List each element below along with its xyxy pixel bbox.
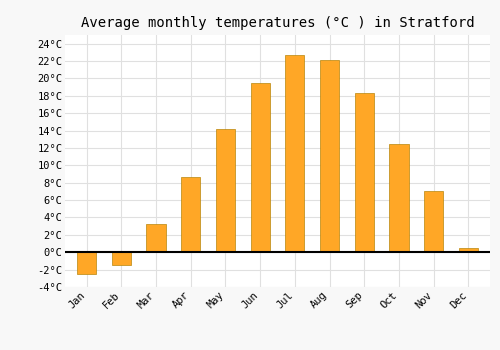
Bar (459, 248, 478, 252)
Bar (390, 144, 408, 252)
Bar (112, 252, 131, 265)
Bar (354, 93, 374, 252)
Bar (250, 83, 270, 252)
Bar (77, 252, 96, 274)
Bar (216, 129, 235, 252)
Bar (424, 191, 444, 252)
Bar (146, 224, 166, 252)
Title: Average monthly temperatures (°C ) in Stratford: Average monthly temperatures (°C ) in St… (80, 16, 474, 30)
Bar (286, 55, 304, 252)
Bar (181, 177, 201, 252)
Bar (320, 60, 339, 252)
